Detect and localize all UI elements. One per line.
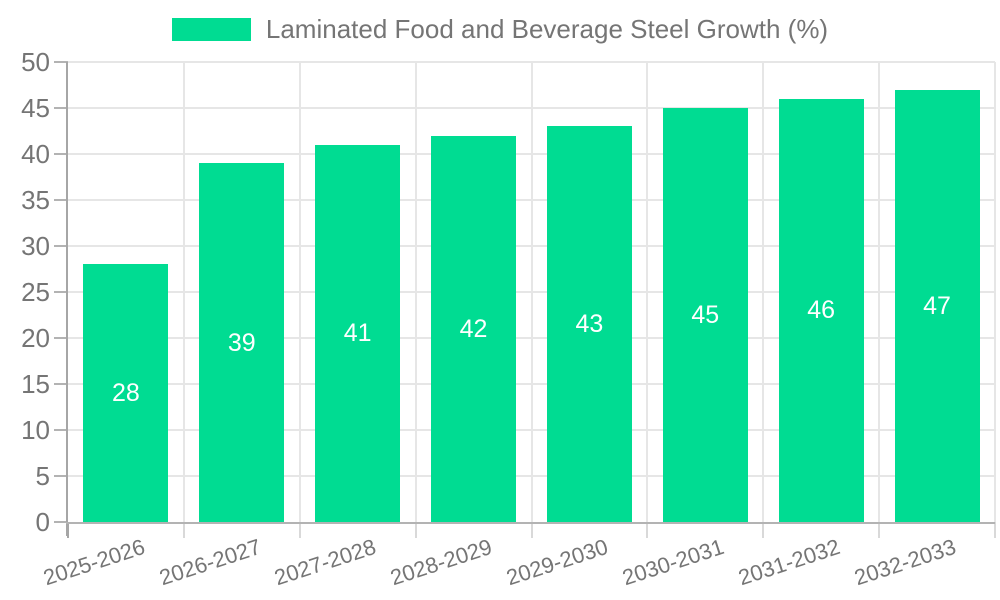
x-tick (994, 522, 996, 538)
bar-value-label: 28 (112, 379, 140, 408)
bar[interactable]: 46 (778, 98, 864, 522)
y-tick-label: 30 (21, 231, 50, 261)
y-tick-label: 0 (35, 507, 50, 537)
x-tick-label: 2025-2026 (39, 534, 148, 591)
x-tick (298, 522, 301, 538)
bar-value-label: 47 (923, 291, 951, 320)
x-gridline (646, 62, 649, 522)
bar-value-label: 42 (459, 314, 488, 343)
y-tick (54, 383, 68, 385)
y-tick-label: 15 (21, 369, 50, 399)
y-tick (54, 107, 68, 109)
bar-value-label: 45 (691, 301, 720, 329)
x-gridline (530, 62, 533, 522)
x-gridline (298, 62, 301, 522)
legend-label: Laminated Food and Beverage Steel Growth… (265, 14, 829, 44)
y-tick (54, 475, 68, 477)
bar[interactable]: 43 (546, 126, 632, 522)
bar-value-label: 46 (807, 296, 836, 325)
legend-swatch (171, 18, 251, 41)
y-tick-label: 20 (21, 323, 50, 353)
y-tick-label: 25 (21, 277, 50, 307)
x-gridline (182, 62, 185, 522)
x-tick (878, 522, 881, 538)
y-axis-line (66, 62, 68, 536)
y-tick (54, 291, 68, 293)
bar[interactable]: 39 (199, 163, 285, 522)
bar-value-label: 43 (575, 310, 604, 339)
x-tick-label: 2031-2032 (735, 534, 843, 591)
x-tick (182, 522, 185, 538)
bar[interactable]: 42 (431, 135, 517, 522)
legend-item[interactable]: Laminated Food and Beverage Steel Growth… (171, 14, 829, 45)
y-tick (54, 245, 68, 247)
x-tick-label: 2026-2027 (155, 534, 264, 591)
x-gridline (414, 62, 417, 522)
y-tick-label: 35 (21, 185, 50, 215)
y-tick (54, 337, 68, 339)
bar[interactable]: 47 (894, 89, 980, 522)
y-tick (54, 429, 68, 431)
x-gridline (878, 62, 881, 522)
bar[interactable]: 28 (83, 264, 169, 522)
x-tick (530, 522, 533, 538)
bar[interactable]: 45 (662, 108, 748, 522)
x-tick (67, 522, 69, 538)
y-tick-label: 5 (35, 461, 50, 491)
x-gridline (762, 62, 765, 522)
x-tick-label: 2029-2030 (503, 534, 612, 591)
x-tick-label: 2028-2029 (387, 534, 496, 591)
y-tick (54, 199, 68, 201)
x-axis-line (66, 522, 995, 524)
y-tick (54, 521, 68, 523)
y-tick-label: 50 (21, 47, 50, 77)
x-gridline (994, 62, 996, 522)
bar-value-label: 41 (343, 319, 372, 348)
x-tick-label: 2027-2028 (271, 534, 380, 591)
y-tick-label: 10 (21, 415, 50, 445)
x-tick (646, 522, 649, 538)
y-tick-label: 45 (21, 93, 50, 123)
x-tick-label: 2032-2033 (850, 534, 959, 591)
y-tick-label: 40 (21, 139, 50, 169)
x-tick (414, 522, 417, 538)
x-tick (762, 522, 765, 538)
bar-value-label: 39 (227, 328, 256, 357)
legend: Laminated Food and Beverage Steel Growth… (0, 14, 1000, 45)
y-tick (54, 153, 68, 155)
y-tick (54, 61, 68, 63)
x-tick-label: 2030-2031 (619, 534, 728, 591)
bar[interactable]: 41 (315, 144, 401, 522)
